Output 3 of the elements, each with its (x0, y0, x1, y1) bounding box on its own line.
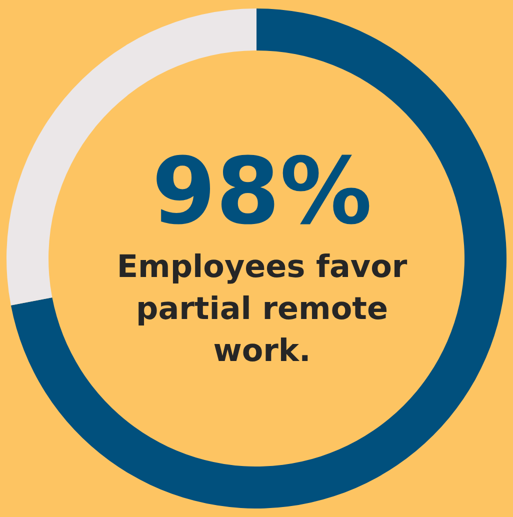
text: 98% (152, 138, 372, 245)
donut-slice (10, 8, 506, 508)
text: Employees favor partial remote work. (116, 249, 408, 369)
